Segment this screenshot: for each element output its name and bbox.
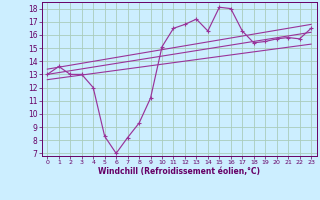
X-axis label: Windchill (Refroidissement éolien,°C): Windchill (Refroidissement éolien,°C): [98, 167, 260, 176]
